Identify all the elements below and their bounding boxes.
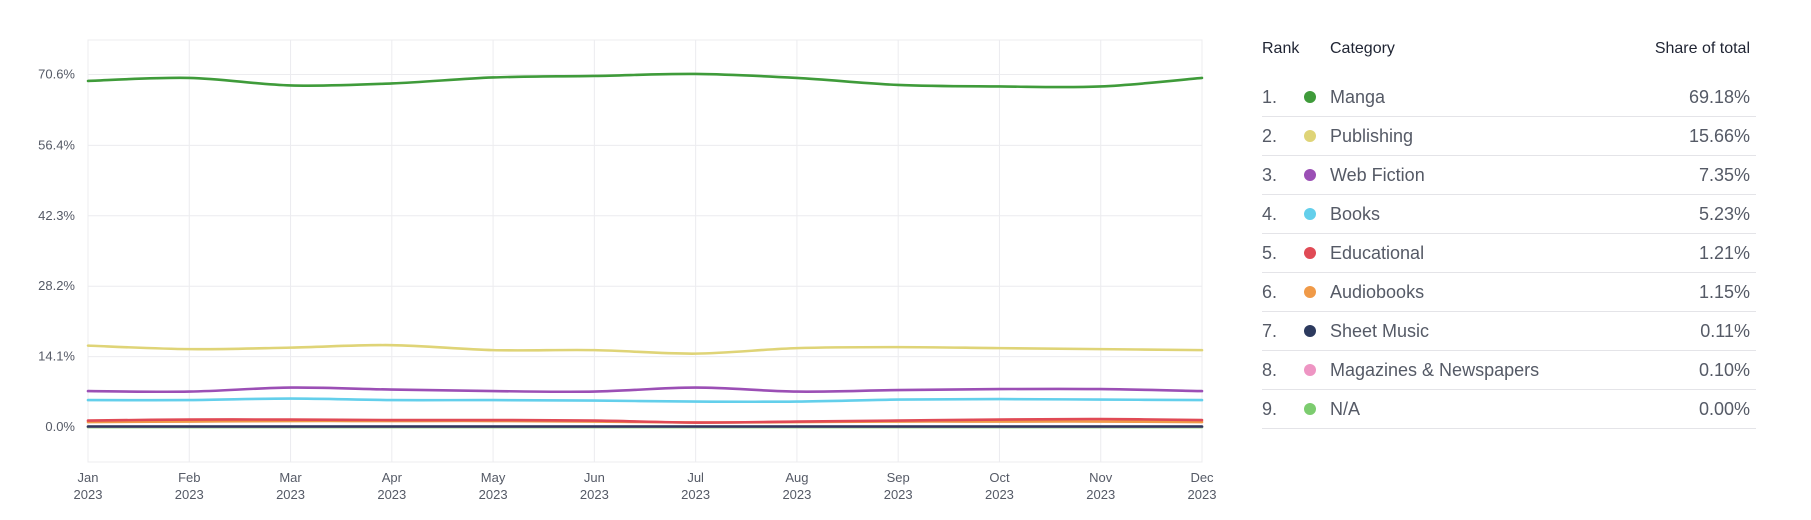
row-share: 7.35% [1698, 164, 1750, 185]
series-line-web-fiction [86, 386, 1204, 394]
y-tick-label: 14.1% [38, 349, 75, 364]
row-rank: 5. [1262, 242, 1278, 263]
x-tick-year: 2023 [479, 487, 508, 502]
x-tick-year: 2023 [681, 487, 710, 502]
x-tick-month: Jan [78, 470, 99, 485]
row-category: Books [1330, 203, 1381, 224]
y-tick-label: 28.2% [38, 278, 75, 293]
row-share: 15.66% [1688, 125, 1750, 146]
legend-dot-icon [1304, 403, 1316, 415]
x-tick-month: Sep [887, 470, 910, 485]
row-category: Manga [1330, 86, 1386, 107]
x-tick-year: 2023 [985, 487, 1014, 502]
x-tick-month: Apr [382, 470, 403, 485]
series-line-books [86, 397, 1204, 404]
ranking-row: 3. Web Fiction 7.35% [1262, 156, 1756, 195]
x-tick-year: 2023 [580, 487, 609, 502]
row-rank: 7. [1262, 320, 1278, 341]
legend-dot-icon [1304, 130, 1316, 142]
ranking-table: Rank Category Share of total 1. Manga 69.1… [1262, 38, 1756, 429]
y-axis: 0.0% 14.1% 28.2% 42.3% 56.4% 70.6% [38, 66, 75, 434]
ranking-row: 1. Manga 69.18% [1262, 78, 1756, 117]
x-axis: Jan 2023 Feb 2023 Mar 2023 Apr 2023 May 2023 Jun 20… [74, 470, 1217, 502]
chart-svg: 0.0% 14.1% 28.2% 42.3% 56.4% 70.6% Jan 2023 Feb… [38, 39, 1217, 502]
ranking-row: 7. Sheet Music 0.11% [1262, 312, 1756, 351]
x-tick-month: Aug [785, 470, 808, 485]
legend-dot-icon [1304, 208, 1316, 220]
x-tick-month: Feb [178, 470, 200, 485]
row-category: Audiobooks [1330, 281, 1425, 302]
row-share: 0.10% [1698, 359, 1750, 380]
row-rank: 1. [1262, 86, 1278, 107]
row-category: Educational [1330, 242, 1425, 263]
x-tick-year: 2023 [377, 487, 406, 502]
legend-dot-icon [1304, 286, 1316, 298]
row-share: 5.23% [1698, 203, 1750, 224]
ranking-row: 6. Audiobooks 1.15% [1262, 273, 1756, 312]
row-share: 1.21% [1698, 242, 1750, 263]
row-share: 0.00% [1698, 398, 1750, 419]
series-line-educational [86, 417, 1204, 424]
x-tick-month: Dec [1190, 470, 1214, 485]
row-category: Web Fiction [1330, 164, 1425, 185]
row-rank: 2. [1262, 125, 1278, 146]
y-tick-label: 70.6% [38, 66, 75, 81]
legend-dot-icon [1304, 91, 1316, 103]
grid-layer [87, 39, 1203, 463]
x-tick-year: 2023 [1086, 487, 1115, 502]
row-rank: 9. [1262, 398, 1278, 419]
ranking-row: 9. N/A 0.00% [1262, 390, 1756, 429]
row-share: 0.11% [1700, 320, 1750, 341]
ranking-header: Rank Category Share of total [1262, 38, 1756, 60]
line-chart: 0.0% 14.1% 28.2% 42.3% 56.4% 70.6% Jan 2023 Feb… [38, 39, 1217, 502]
row-share: 69.18% [1688, 86, 1750, 107]
x-tick-year: 2023 [1188, 487, 1217, 502]
row-category: Sheet Music [1330, 320, 1430, 341]
row-category: Publishing [1330, 125, 1414, 146]
y-tick-label: 0.0% [45, 419, 75, 434]
legend-dot-icon [1304, 325, 1316, 337]
ranking-row: 5. Educational 1.21% [1262, 234, 1756, 273]
x-tick-month: Nov [1089, 470, 1113, 485]
row-category: N/A [1330, 398, 1361, 419]
ranking-row: 2. Publishing 15.66% [1262, 117, 1756, 156]
x-tick-year: 2023 [276, 487, 305, 502]
series-layer [86, 72, 1204, 429]
header-rank: Rank [1262, 40, 1300, 57]
x-tick-month: May [481, 470, 506, 485]
ranking-rows: 1. Manga 69.18% 2. Publishing 15.66% 3. Web Fic… [1262, 78, 1756, 429]
legend-dot-icon [1304, 247, 1316, 259]
y-tick-label: 42.3% [38, 208, 75, 223]
x-tick-month: Mar [279, 470, 302, 485]
row-rank: 4. [1262, 203, 1278, 224]
y-tick-label: 56.4% [38, 137, 75, 152]
series-line-manga [86, 72, 1204, 89]
x-tick-month: Jul [687, 470, 704, 485]
header-share: Share of total [1654, 40, 1750, 57]
row-share: 1.15% [1698, 281, 1750, 302]
row-category: Magazines & Newspapers [1330, 359, 1540, 380]
x-tick-year: 2023 [175, 487, 204, 502]
ranking-row: 4. Books 5.23% [1262, 195, 1756, 234]
legend-dot-icon [1304, 169, 1316, 181]
row-rank: 3. [1262, 164, 1278, 185]
header-category: Category [1330, 40, 1395, 57]
ranking-row: 8. Magazines & Newspapers 0.10% [1262, 351, 1756, 390]
x-tick-year: 2023 [782, 487, 811, 502]
row-rank: 8. [1262, 359, 1278, 380]
row-rank: 6. [1262, 281, 1278, 302]
x-tick-year: 2023 [74, 487, 103, 502]
legend-dot-icon [1304, 364, 1316, 376]
x-tick-year: 2023 [884, 487, 913, 502]
series-line-publishing [86, 343, 1204, 355]
x-tick-month: Jun [584, 470, 605, 485]
x-tick-month: Oct [989, 470, 1010, 485]
